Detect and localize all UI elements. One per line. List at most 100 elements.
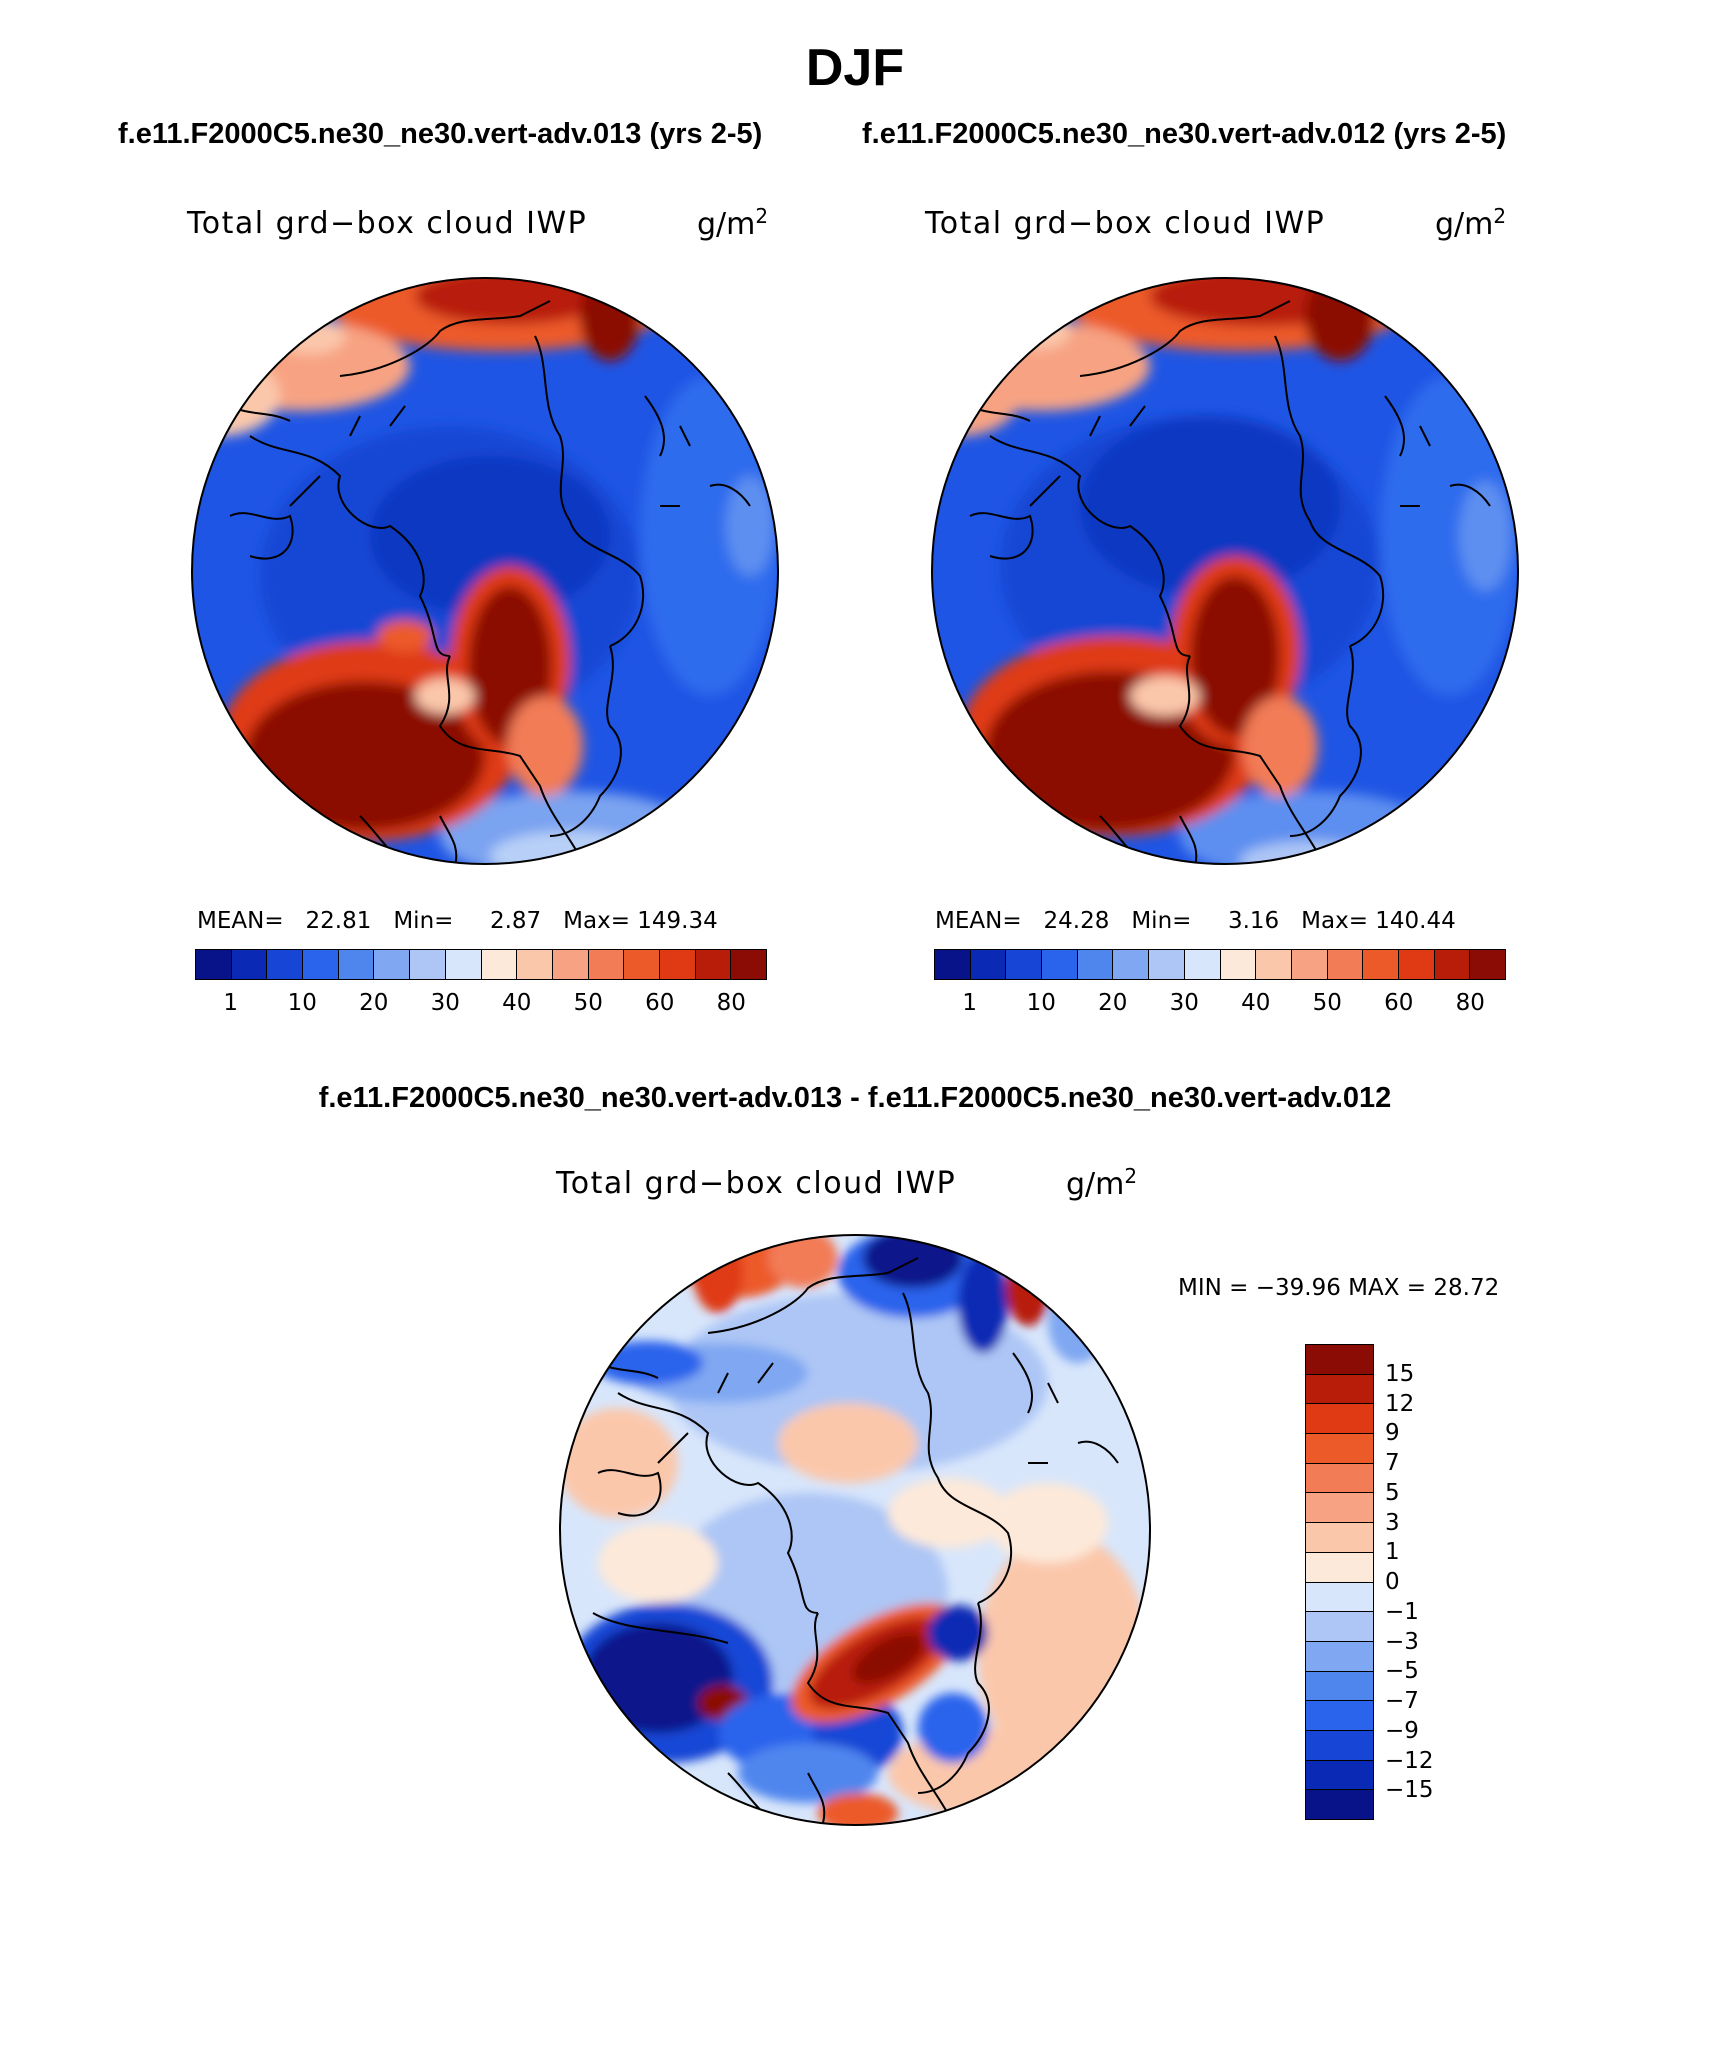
diff-colorbar-swatch: [1306, 1523, 1373, 1553]
panel-a-colorbar-tick-label: 40: [502, 990, 532, 1016]
panel-b-colorbar-tick-label: 40: [1241, 990, 1271, 1016]
diff-colorbar-tick-label: 9: [1385, 1420, 1400, 1447]
difference-title: f.e11.F2000C5.ne30_ne30.vert-adv.013 - f…: [318, 1082, 1392, 1114]
panel-a-colorbar-swatch: [338, 950, 375, 979]
panel-b-colorbar-swatch: [1398, 950, 1435, 979]
panel-b-colorbar-tick-label: 50: [1312, 990, 1342, 1016]
diff-colorbar-tick-label: −1: [1385, 1598, 1419, 1625]
panel-b-colorbar-swatch: [1184, 950, 1221, 979]
diff-variable-label: Total grd−box cloud IWP: [556, 1166, 957, 1201]
panel-b-variable-label: Total grd−box cloud IWP: [925, 206, 1326, 241]
diff-colorbar-tick-label: −5: [1385, 1658, 1419, 1685]
diff-colorbar-tick-label: −7: [1385, 1688, 1419, 1714]
panel-a-colorbar-swatch: [659, 950, 696, 979]
panel-b-polar-map: [931, 277, 1519, 865]
panel-b-colorbar-tick-label: 30: [1169, 990, 1199, 1016]
case-a-title: f.e11.F2000C5.ne30_ne30.vert-adv.013 (yr…: [118, 118, 763, 150]
panel-a-colorbar-swatch: [731, 950, 766, 979]
diff-polar-map: [559, 1234, 1151, 1826]
diff-colorbar-tick-label: 1: [1385, 1539, 1400, 1566]
diff-colorbar-swatch: [1306, 1552, 1373, 1583]
diff-colorbar-tick-label: −15: [1385, 1777, 1434, 1804]
diff-colorbar: [1305, 1344, 1374, 1820]
panel-b-colorbar-swatch: [1291, 950, 1328, 979]
panel-a-colorbar-swatch: [267, 950, 304, 979]
panel-b-colorbar-swatch: [935, 950, 971, 979]
diff-colorbar-tick-label: 12: [1385, 1390, 1415, 1417]
panel-a-colorbar-tick-label: 60: [645, 990, 675, 1016]
case-b-title: f.e11.F2000C5.ne30_ne30.vert-adv.012 (yr…: [862, 118, 1507, 150]
panel-b-stats: MEAN= 24.28 Min= 3.16 Max= 140.44: [935, 908, 1456, 934]
diff-colorbar-swatch: [1306, 1671, 1373, 1702]
diff-colorbar-tick-label: 15: [1385, 1360, 1415, 1387]
panel-b-colorbar-swatch: [1077, 950, 1114, 979]
panel-b-colorbar-swatch: [1363, 950, 1399, 979]
panel-a-colorbar-swatch: [624, 950, 660, 979]
panel-a-colorbar-tick-label: 30: [430, 990, 460, 1016]
panel-a-colorbar-swatch: [695, 950, 732, 979]
diff-colorbar-swatch: [1306, 1434, 1373, 1464]
panel-a-colorbar-swatch: [410, 950, 446, 979]
panel-b-colorbar-swatch: [1113, 950, 1150, 979]
panel-b-colorbar-swatch: [1042, 950, 1078, 979]
diff-colorbar-swatch: [1306, 1345, 1373, 1375]
panel-a-colorbar-tick-label: 80: [716, 990, 746, 1016]
diff-colorbar-swatch: [1306, 1404, 1373, 1435]
panel-a-colorbar-swatch: [481, 950, 518, 979]
panel-b-colorbar-tick-label: 60: [1384, 990, 1414, 1016]
panel-b-colorbar-swatch: [1220, 950, 1257, 979]
panel-b-colorbar-tick-label: 20: [1098, 990, 1128, 1016]
diff-colorbar-tick-label: −9: [1385, 1717, 1419, 1744]
panel-b-colorbar-swatch: [1149, 950, 1185, 979]
panel-b-units: g/m2: [1435, 204, 1507, 242]
diff-colorbar-swatch: [1306, 1612, 1373, 1642]
panel-b-colorbar-tick-label: 80: [1455, 990, 1485, 1016]
panel-a-polar-map: [191, 277, 779, 865]
panel-b-colorbar-tick-label: 1: [962, 990, 978, 1016]
panel-a-colorbar-swatch: [588, 950, 625, 979]
diff-colorbar-swatch: [1306, 1701, 1373, 1731]
diff-min-max: MIN = −39.96 MAX = 28.72: [1178, 1275, 1500, 1301]
diff-colorbar-swatch: [1306, 1760, 1373, 1791]
panel-a-stats: MEAN= 22.81 Min= 2.87 Max= 149.34: [197, 908, 718, 934]
figure-title: DJF: [805, 39, 905, 97]
panel-b-colorbar-swatch: [970, 950, 1007, 979]
panel-a-colorbar: [195, 949, 767, 980]
diff-colorbar-swatch: [1306, 1374, 1373, 1405]
diff-colorbar-tick-label: 7: [1385, 1450, 1400, 1476]
diff-colorbar-tick-label: 5: [1385, 1479, 1400, 1506]
diff-colorbar-swatch: [1306, 1790, 1373, 1819]
panel-b-colorbar-swatch: [1434, 950, 1471, 979]
panel-b-colorbar-labels: 1 10 20 30 40 50 60 80: [934, 990, 1506, 1020]
panel-a-variable-label: Total grd−box cloud IWP: [187, 206, 588, 241]
diff-colorbar-tick-label: 0: [1385, 1569, 1400, 1595]
panel-b-colorbar: [934, 949, 1506, 980]
panel-a-colorbar-tick-label: 20: [359, 990, 389, 1016]
panel-b-colorbar-swatch: [1470, 950, 1505, 979]
diff-colorbar-swatch: [1306, 1641, 1373, 1672]
diff-colorbar-tick-label: −12: [1385, 1747, 1434, 1774]
panel-a-colorbar-tick-label: 1: [223, 990, 239, 1016]
panel-a-units: g/m2: [697, 204, 769, 242]
panel-a-colorbar-swatch: [445, 950, 482, 979]
panel-a-colorbar-swatch: [303, 950, 339, 979]
diff-colorbar-swatch: [1306, 1463, 1373, 1494]
panel-a-colorbar-swatch: [196, 950, 232, 979]
diff-colorbar-swatch: [1306, 1493, 1373, 1524]
panel-a-colorbar-swatch: [517, 950, 553, 979]
diff-units: g/m2: [1066, 1164, 1138, 1202]
panel-b-colorbar-tick-label: 10: [1026, 990, 1056, 1016]
panel-b-colorbar-swatch: [1327, 950, 1364, 979]
panel-a-colorbar-labels: 1 10 20 30 40 50 60 80: [195, 990, 767, 1020]
panel-b-colorbar-swatch: [1256, 950, 1292, 979]
panel-b-colorbar-swatch: [1006, 950, 1043, 979]
diff-colorbar-swatch: [1306, 1582, 1373, 1613]
panel-a-colorbar-tick-label: 50: [573, 990, 603, 1016]
panel-a-colorbar-swatch: [231, 950, 268, 979]
panel-a-colorbar-swatch: [552, 950, 589, 979]
panel-a-colorbar-swatch: [374, 950, 411, 979]
diff-colorbar-tick-label: −3: [1385, 1628, 1419, 1655]
diff-colorbar-tick-label: 3: [1385, 1509, 1400, 1536]
diff-colorbar-labels: 15 12 9 7 5 3 1 0 −1 −3 −5 −7 −9 −12 −15: [1385, 1344, 1465, 1820]
panel-a-colorbar-tick-label: 10: [287, 990, 317, 1016]
